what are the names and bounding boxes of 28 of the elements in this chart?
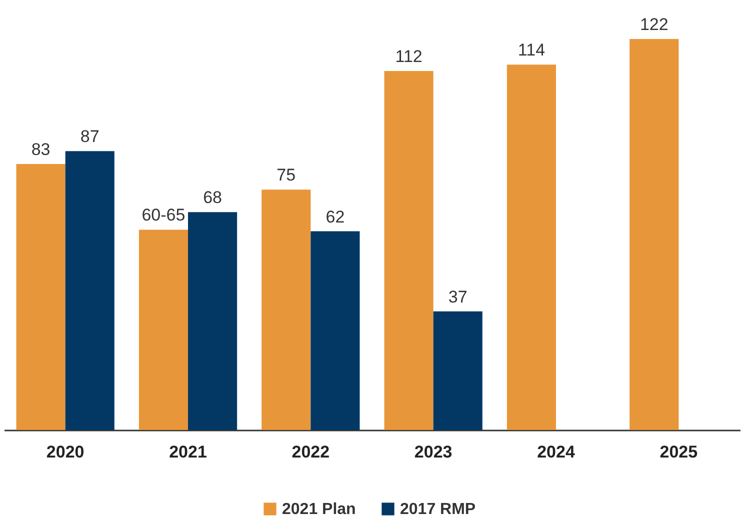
x-tick-label: 2021 [169,442,207,462]
bar [630,39,679,430]
x-tick-label: 2025 [660,442,698,462]
data-label: 37 [448,287,468,306]
bar [433,311,482,430]
x-tick-label: 2023 [414,442,452,462]
bar [310,231,360,430]
bar [16,164,66,430]
bar [262,190,311,430]
data-label: 122 [640,15,668,34]
data-label: 83 [31,140,50,159]
bar [506,64,556,430]
data-label: 62 [326,207,345,226]
x-tick-label: 2020 [46,442,84,462]
bar [138,230,188,430]
x-tick-label: 2024 [537,442,576,462]
data-label: 114 [518,40,546,60]
data-label: 60-65 [142,206,186,225]
bar [65,151,114,430]
data-label: 112 [395,47,422,66]
data-label: 75 [276,166,296,185]
bar [384,71,434,430]
x-tick-label: 2022 [292,442,330,462]
legend-label: 2017 RMP [400,501,476,518]
legend-label: 2021 Plan [282,501,356,518]
data-label: 68 [203,188,222,208]
bar [188,212,238,430]
data-label: 87 [80,127,100,146]
